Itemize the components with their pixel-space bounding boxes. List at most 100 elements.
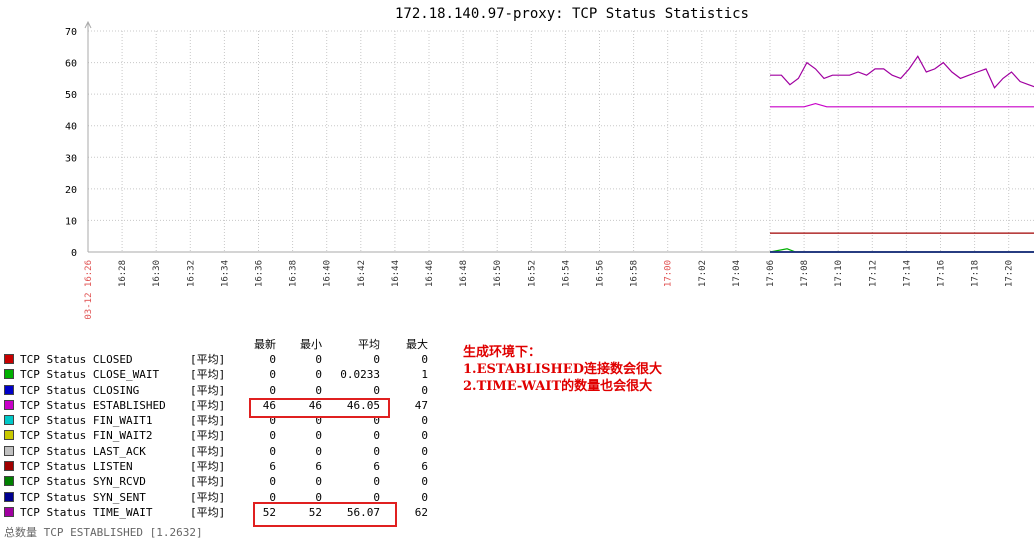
legend-agg-label: [平均] bbox=[190, 460, 226, 474]
x-tick-label: 17:14 bbox=[902, 260, 912, 287]
legend-min-value: 0 bbox=[315, 414, 322, 428]
x-tick-label: 16:46 bbox=[425, 260, 435, 287]
x-tick-label: 17:06 bbox=[766, 260, 776, 287]
legend-series-name: TCP Status CLOSING bbox=[20, 383, 140, 397]
chart-area: 172.18.140.97-proxy: TCP Status Statisti… bbox=[65, 6, 1034, 320]
legend-swatch bbox=[4, 476, 14, 487]
x-tick-label: 16:42 bbox=[357, 260, 367, 287]
legend-avg-value: 6 bbox=[373, 460, 380, 474]
y-tick-label: 40 bbox=[65, 122, 77, 133]
legend-series-name: TCP Status TIME_WAIT bbox=[20, 505, 153, 519]
legend-swatch bbox=[4, 461, 14, 472]
legend-max-value: 0 bbox=[421, 414, 428, 428]
x-tick-label: 17:20 bbox=[1005, 260, 1015, 287]
x-tick-label: 17:12 bbox=[868, 260, 878, 287]
legend-series-name: TCP Status FIN_WAIT1 bbox=[20, 414, 153, 428]
legend-max-value: 0 bbox=[421, 475, 428, 489]
header-min: 最小 bbox=[300, 338, 322, 351]
x-tick-label: 16:34 bbox=[220, 260, 230, 287]
series-lines bbox=[769, 55, 1034, 253]
x-tick-label: 16:44 bbox=[391, 260, 401, 287]
legend-avg-value: 0.0233 bbox=[340, 368, 380, 382]
legend-agg-label: [平均] bbox=[190, 414, 226, 428]
legend-max-value: 62 bbox=[414, 505, 428, 519]
y-axis-arrow bbox=[84, 20, 92, 29]
legend-min-value: 0 bbox=[315, 383, 322, 397]
legend-last-value: 0 bbox=[269, 353, 276, 366]
header-last: 最新 bbox=[254, 338, 276, 351]
legend-agg-label: [平均] bbox=[190, 475, 226, 489]
legend-swatch bbox=[4, 415, 14, 426]
legend-series-name: TCP Status LISTEN bbox=[20, 460, 133, 474]
legend-last-value: 0 bbox=[269, 429, 276, 443]
legend-swatch bbox=[4, 491, 14, 502]
legend-agg-label: [平均] bbox=[190, 444, 226, 458]
header-avg: 平均 bbox=[358, 338, 380, 351]
legend-agg-label: [平均] bbox=[190, 505, 226, 519]
x-tick-label: 17:18 bbox=[971, 260, 981, 287]
legend-swatch bbox=[4, 506, 14, 517]
x-tick-label: 16:58 bbox=[630, 260, 640, 287]
legend-series-name: TCP Status CLOSED bbox=[20, 353, 133, 366]
legend-max-value: 0 bbox=[421, 490, 428, 504]
legend-max-value: 6 bbox=[421, 460, 428, 474]
legend-series-name: TCP Status ESTABLISHED bbox=[20, 398, 166, 412]
y-tick-label: 50 bbox=[65, 90, 77, 101]
axes bbox=[84, 20, 1034, 253]
legend-last-value: 52 bbox=[262, 505, 276, 519]
y-tick-label: 30 bbox=[65, 153, 77, 164]
legend-avg-value: 0 bbox=[373, 414, 380, 428]
x-tick-label: 16:28 bbox=[118, 260, 128, 287]
legend-min-value: 0 bbox=[315, 490, 322, 504]
legend-max-value: 1 bbox=[421, 368, 428, 382]
legend-max-value: 0 bbox=[421, 429, 428, 443]
x-tick-label: 17:08 bbox=[800, 260, 810, 287]
legend-swatch bbox=[4, 399, 14, 410]
legend-avg-value: 0 bbox=[373, 353, 380, 366]
annotation-line-1: 1.ESTABLISHED连接数会很大 bbox=[463, 362, 662, 377]
legend-min-value: 52 bbox=[308, 505, 322, 519]
x-ticks: 03-12 16:26 16:28 16:30 16:32 16:34 16:36 16:3… bbox=[84, 260, 1015, 320]
series-line bbox=[770, 55, 1034, 89]
legend-swatch bbox=[4, 445, 14, 456]
x-tick-label: 16:48 bbox=[459, 260, 469, 287]
legend-last-value: 0 bbox=[269, 475, 276, 489]
y-tick-label: 60 bbox=[65, 59, 77, 70]
header-max: 最大 bbox=[406, 338, 428, 351]
legend-last-value: 0 bbox=[269, 383, 276, 397]
legend-min-value: 0 bbox=[315, 368, 322, 382]
chart-title: 172.18.140.97-proxy: TCP Status Statisti… bbox=[395, 6, 749, 22]
legend-swatch bbox=[4, 384, 14, 395]
annotation-title: 生成环境下： bbox=[463, 345, 542, 360]
legend-agg-label: [平均] bbox=[190, 383, 226, 397]
x-tick-label: 16:32 bbox=[186, 260, 196, 287]
x-tick-label: 17:00 bbox=[664, 260, 674, 287]
legend-max-value: 47 bbox=[414, 398, 428, 412]
y-tick-label: 10 bbox=[65, 216, 77, 227]
legend-avg-value: 0 bbox=[373, 490, 380, 504]
legend-agg-label: [平均] bbox=[190, 368, 226, 382]
legend-series-name: TCP Status LAST_ACK bbox=[20, 444, 146, 458]
legend-min-value: 0 bbox=[315, 475, 322, 489]
legend-max-value: 0 bbox=[421, 383, 428, 397]
legend-min-value: 46 bbox=[308, 398, 322, 412]
y-tick-label: 0 bbox=[71, 248, 77, 259]
highlight-time-wait bbox=[253, 502, 397, 527]
legend-min-value: 0 bbox=[315, 429, 322, 443]
x-tick-label: 16:54 bbox=[561, 260, 571, 287]
legend-swatch bbox=[4, 430, 14, 441]
legend-avg-value: 0 bbox=[373, 429, 380, 443]
legend-series-name: TCP Status SYN_RCVD bbox=[20, 475, 146, 489]
legend-avg-value: 46.05 bbox=[346, 398, 380, 412]
legend-last-value: 0 bbox=[269, 490, 276, 504]
series-line bbox=[770, 102, 1034, 108]
legend-agg-label: [平均] bbox=[190, 398, 226, 412]
legend-avg-value: 0 bbox=[373, 383, 380, 397]
legend-min-value: 0 bbox=[315, 353, 322, 366]
legend-series-name: TCP Status FIN_WAIT2 bbox=[20, 429, 153, 443]
x-tick-label: 17:04 bbox=[732, 260, 742, 287]
legend-agg-label: [平均] bbox=[190, 429, 226, 443]
legend-max-value: 0 bbox=[421, 353, 428, 366]
legend-min-value: 0 bbox=[315, 444, 322, 458]
y-tick-label: 70 bbox=[65, 27, 77, 38]
